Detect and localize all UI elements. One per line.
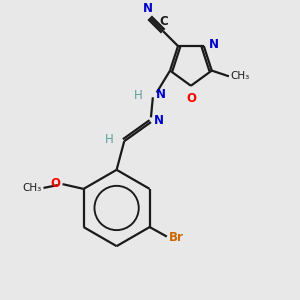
Text: N: N [154, 114, 164, 127]
Text: N: N [208, 38, 219, 51]
Text: CH₃: CH₃ [231, 71, 250, 81]
Text: N: N [156, 88, 166, 101]
Text: H: H [134, 89, 143, 102]
Text: N: N [143, 2, 153, 15]
Text: C: C [160, 15, 169, 28]
Text: CH₃: CH₃ [22, 183, 42, 193]
Text: O: O [186, 92, 196, 105]
Text: H: H [105, 133, 113, 146]
Text: Br: Br [169, 231, 184, 244]
Text: O: O [51, 177, 61, 190]
